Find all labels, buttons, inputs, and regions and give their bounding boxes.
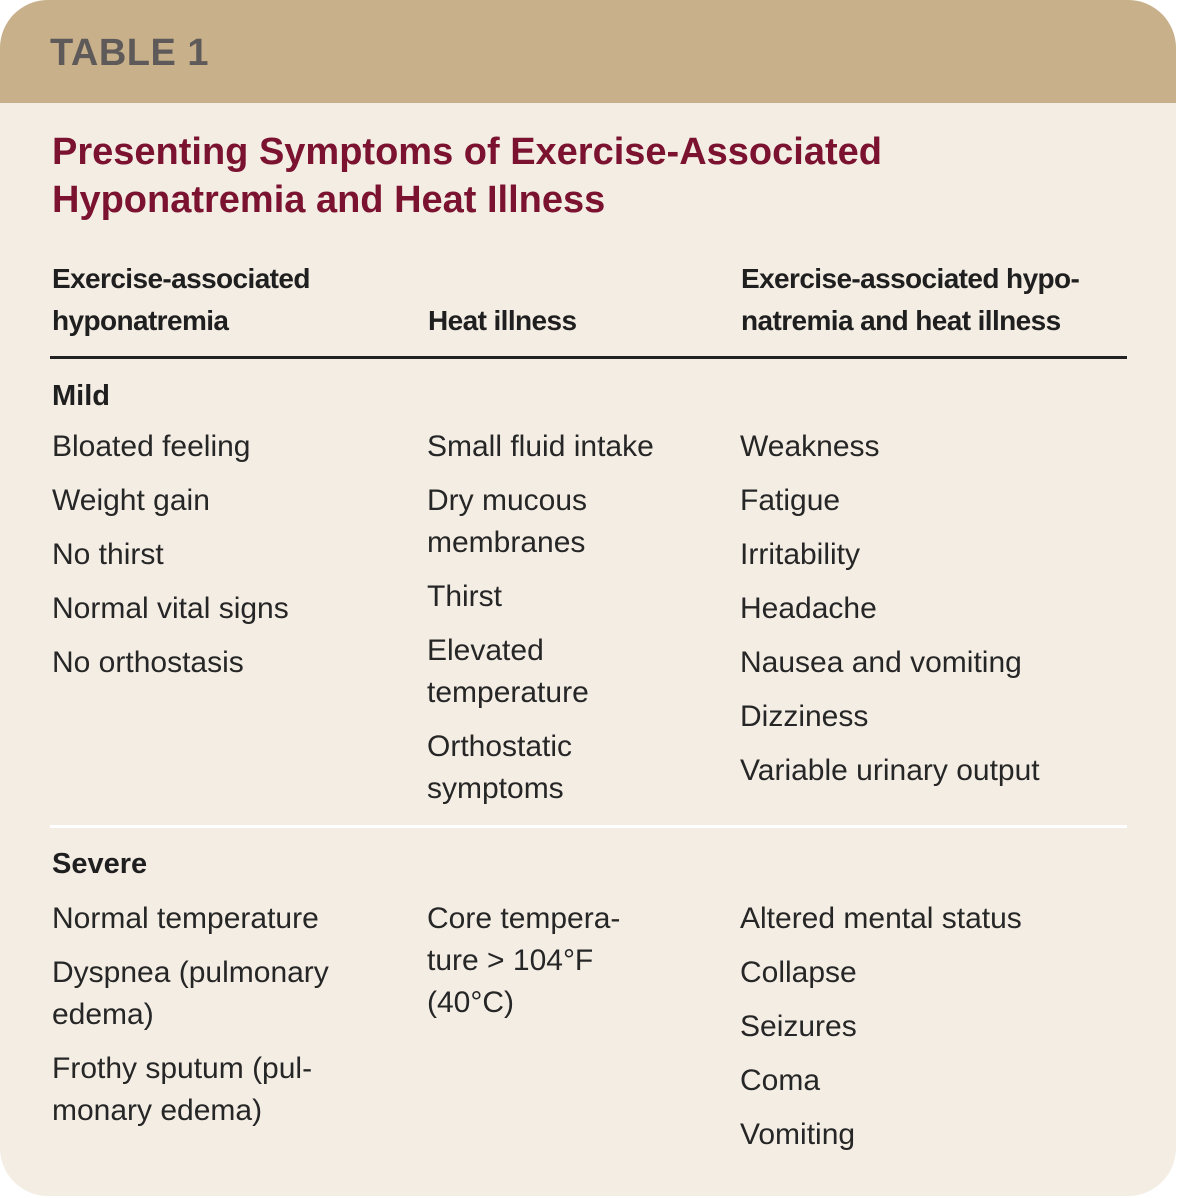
section-mild-label: Mild: [52, 380, 110, 412]
symptom-item: Nausea and vomiting: [740, 646, 1022, 679]
symptom-item: Dry mucous membranes: [427, 484, 588, 559]
symptom-item: Small fluid intake: [427, 430, 654, 463]
symptom-item: Collapse: [740, 956, 857, 989]
symptom-item: Dyspnea (pulmonary edema): [52, 956, 329, 1031]
section-divider: [50, 825, 1127, 828]
mild-col-both: Weakness Fatigue Irritability Headache Nause…: [740, 426, 1040, 804]
symptom-item: Normal vital signs: [52, 592, 289, 625]
symptom-item: Altered mental status: [740, 902, 1022, 935]
column-header-both: Exercise-associated hypo- natremia and h…: [741, 263, 1080, 336]
symptom-item: Fatigue: [740, 484, 841, 517]
column-header-heat-illness: Heat illness: [428, 305, 577, 336]
symptom-item: No thirst: [52, 538, 164, 571]
table-title: Presenting Symptoms of Exercise-Associat…: [52, 131, 882, 221]
column-header-eah: Exercise-associated hyponatremia: [52, 263, 310, 336]
symptom-item: Orthostatic symptoms: [427, 730, 573, 805]
symptom-item: Thirst: [427, 580, 502, 613]
symptom-item: Normal temperature: [52, 902, 319, 935]
symptom-item: Dizziness: [740, 700, 869, 733]
symptom-item: Elevated temperature: [427, 634, 589, 709]
symptom-item: Weakness: [740, 430, 880, 463]
symptom-item: Irritability: [740, 538, 861, 571]
severe-col-both: Altered mental status Collapse Seizures Com…: [740, 898, 1022, 1168]
symptom-item: Vomiting: [740, 1118, 856, 1151]
mild-col-eah: Bloated feeling Weight gain No thirst Norma…: [52, 426, 289, 696]
symptom-item: Core tempera- ture > 104°F (40°C): [427, 902, 621, 1019]
header-rule: [50, 356, 1127, 359]
symptom-item: Frothy sputum (pul- monary edema): [52, 1052, 313, 1127]
symptom-item: Coma: [740, 1064, 821, 1097]
symptom-item: Bloated feeling: [52, 430, 251, 463]
table-label: TABLE 1: [50, 32, 210, 74]
severe-col-eah: Normal temperature Dyspnea (pulmonary ede…: [52, 898, 329, 1144]
severe-col-heat: Core tempera- ture > 104°F (40°C): [427, 898, 620, 1036]
section-severe-label: Severe: [52, 848, 148, 880]
symptom-item: Headache: [740, 592, 877, 625]
header-band: TABLE 1: [0, 0, 1176, 103]
symptom-item: No orthostasis: [52, 646, 244, 679]
symptom-item: Variable urinary output: [740, 754, 1040, 787]
symptom-item: Weight gain: [52, 484, 210, 517]
mild-col-heat: Small fluid intake Dry mucous membranes Th…: [427, 426, 654, 822]
symptom-item: Seizures: [740, 1010, 857, 1043]
